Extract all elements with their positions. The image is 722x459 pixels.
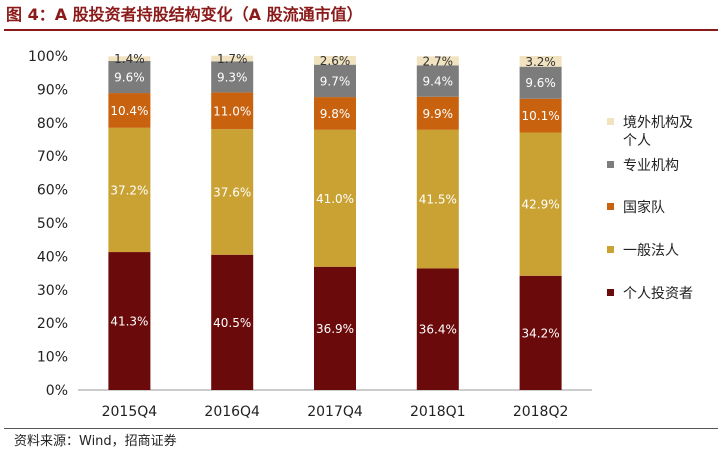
bar-segment [519,132,562,276]
x-tick-label: 2016Q4 [204,404,260,420]
legend-swatch [607,118,614,125]
data-label: 10.4% [110,104,148,118]
bar-segment [108,93,151,128]
data-label: 1.4% [114,52,145,66]
bar-segment [108,127,151,253]
x-axis: 2015Q4 2016Q4 2017Q4 2018Q1 2018Q2 [78,389,592,420]
data-label: 3.2% [525,55,556,69]
x-tick-label: 2018Q1 [410,404,466,420]
bar-segment [108,252,151,390]
legend-swatch [607,246,614,253]
bar-segment [211,92,254,130]
y-tick-label: 50% [37,216,68,232]
bar-segment [416,268,459,390]
data-label: 2.6% [320,54,351,68]
bar-segment [416,129,459,269]
data-label: 9.6% [114,71,145,85]
y-tick-label: 0% [46,383,68,399]
bar-segment [211,55,254,62]
data-label: 36.4% [419,323,457,337]
bar-segment [314,56,356,65]
legend-label: 国家队 [623,199,665,216]
legend-label: 个人投资者 [623,286,693,302]
bar-segment [519,275,562,390]
bar-segment [416,96,459,130]
data-label: 9.7% [320,74,351,88]
data-label: 41.3% [110,315,148,329]
bar-segment [519,98,562,133]
title-divider [4,29,718,31]
bar-segment [416,56,459,66]
data-label: 9.8% [320,107,351,121]
data-label: 9.4% [423,75,454,89]
data-label: 36.9% [316,322,354,336]
data-label: 11.0% [213,104,251,118]
y-tick-label: 60% [37,183,68,199]
figure-title: 图 4：A 股投资者持股结构变化（A 股流通市值） [6,5,363,24]
bar-segment [519,66,562,99]
y-tick-label: 10% [37,350,68,366]
legend-label: 专业机构 [623,158,679,174]
bar-segment [314,129,356,267]
legend-swatch [607,161,614,168]
legend-label: 个人 [623,133,651,149]
x-tick-label: 2018Q2 [513,404,569,420]
data-label: 41.0% [316,192,354,206]
y-axis: 0% 10% 20% 30% 40% 50% 60% 70% 80% 90% 100% [28,49,68,399]
data-label: 37.6% [213,185,251,199]
y-tick-label: 30% [37,283,68,299]
bar-segment [108,61,151,94]
bar-segment [519,56,562,67]
source-divider [4,428,718,429]
bars: 41.3% 37.2% 10.4% 9.6% 1.4% 40.5% 37.6% 11.0% 9.… [108,52,562,390]
data-label: 9.6% [525,76,556,90]
y-tick-label: 80% [37,116,68,132]
bar-segment [314,266,356,390]
bar-segment [314,97,356,130]
data-label: 42.9% [522,198,560,212]
bar-segment [108,56,151,62]
data-label: 9.9% [423,107,454,121]
bar-segment [211,129,254,255]
y-tick-label: 100% [28,49,68,65]
bar-segment [314,64,356,98]
legend-swatch [607,289,614,296]
y-tick-label: 90% [37,82,68,98]
x-tick-label: 2015Q4 [102,404,158,420]
data-label: 9.3% [217,70,248,84]
legend-label: 境外机构及 [623,115,693,131]
bar-segment [416,65,459,97]
y-tick-label: 20% [37,316,68,332]
y-tick-label: 40% [37,249,68,265]
source-note: 资料来源：Wind，招商证券 [14,434,177,449]
bar-segment [211,61,254,93]
data-label: 10.1% [522,109,560,123]
y-tick-label: 70% [37,149,68,165]
data-label: 37.2% [110,183,148,197]
data-label: 1.7% [217,52,248,66]
bar-segment [211,254,254,390]
data-label: 2.7% [423,54,454,68]
data-label: 34.2% [522,326,560,340]
x-tick-label: 2017Q4 [307,404,363,420]
data-label: 41.5% [419,193,457,207]
legend-label: 一般法人 [623,243,679,259]
legend-swatch [607,203,614,210]
data-label: 40.5% [213,316,251,330]
